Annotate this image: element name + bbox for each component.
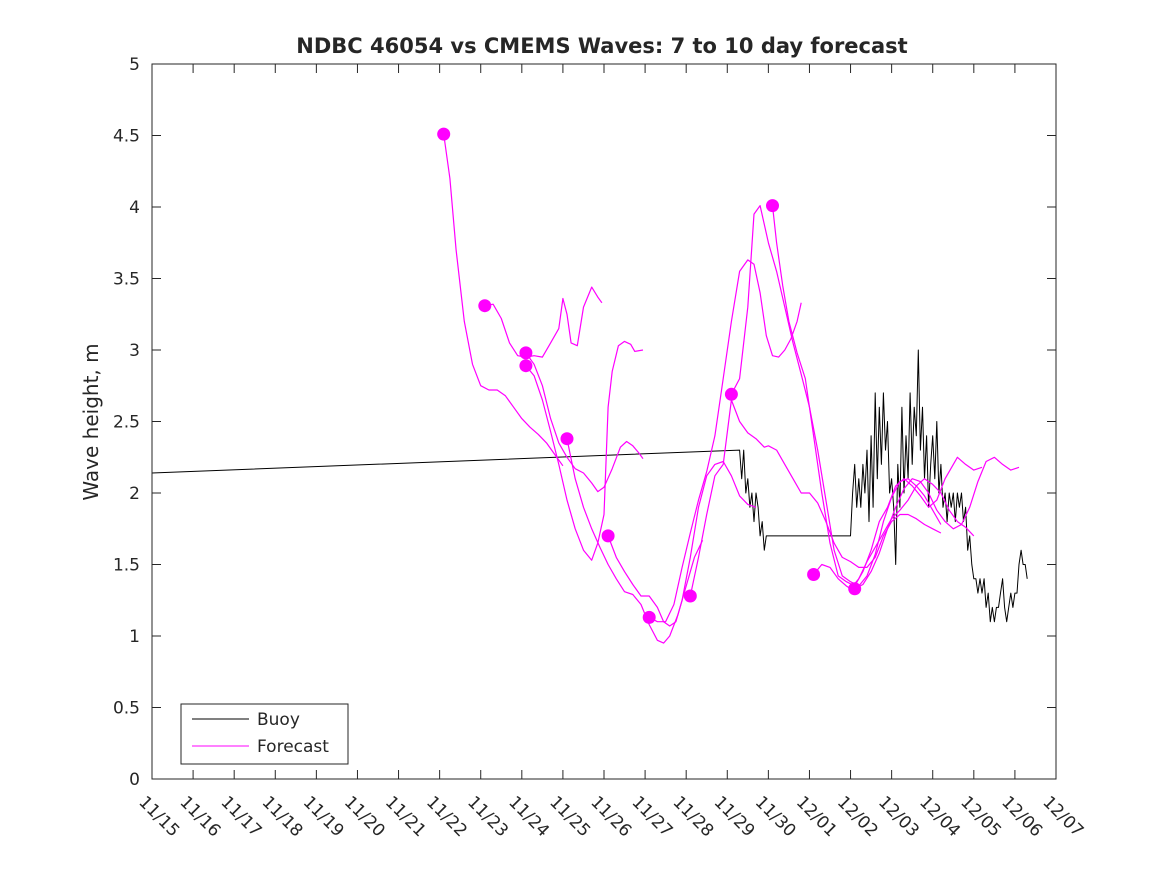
forecast-line-1 — [443, 134, 564, 467]
x-tick-label: 12/06 — [997, 792, 1046, 841]
y-tick-label: 2.5 — [113, 413, 140, 433]
y-tick-label: 1.5 — [113, 556, 140, 576]
x-tick-label: 11/23 — [463, 792, 512, 841]
forecast-line-12 — [854, 456, 1020, 590]
x-tick-label: 11/28 — [669, 792, 718, 841]
y-tick-label: 0.5 — [113, 699, 140, 719]
x-tick-label: 11/24 — [504, 792, 553, 841]
x-tick-label: 11/22 — [422, 792, 471, 841]
x-tick-label: 11/29 — [710, 792, 759, 841]
y-axis: 0 0.5 1 1.5 2 2.5 3 3.5 4 4.5 5 — [113, 55, 1056, 790]
forecast-start-marker-2 — [478, 299, 492, 313]
y-tick-label: 0 — [129, 770, 140, 790]
forecast-line-10 — [771, 205, 983, 587]
x-tick-label: 11/16 — [176, 792, 225, 841]
x-tick-label: 11/15 — [134, 792, 183, 841]
forecast-start-marker-8 — [683, 589, 697, 603]
buoy-line — [151, 349, 1028, 623]
plot-data — [151, 127, 1028, 644]
y-tick-label: 3.5 — [113, 270, 140, 290]
forecast-line-3 — [525, 352, 644, 493]
x-tick-label: 12/07 — [1038, 792, 1087, 841]
x-tick-label: 11/17 — [217, 792, 266, 841]
forecast-line-7 — [648, 259, 802, 623]
x-tick-label: 11/19 — [299, 792, 348, 841]
forecast-line-8 — [689, 399, 942, 597]
y-tick-label: 5 — [129, 55, 140, 75]
x-tick-label: 11/26 — [586, 792, 635, 841]
x-tick-label: 12/04 — [915, 792, 964, 841]
forecast-start-marker-10 — [766, 199, 779, 213]
forecast-start-marker-1 — [437, 127, 451, 141]
forecast-start-marker-6 — [601, 529, 615, 543]
forecast-start-marker-5 — [560, 432, 574, 446]
forecast-start-marker-3 — [519, 346, 533, 360]
forecast-start-marker-7 — [642, 610, 656, 624]
y-tick-label: 3 — [129, 341, 140, 361]
forecast-line-5 — [566, 438, 704, 644]
y-tick-label: 1 — [129, 627, 140, 647]
x-tick-label: 11/21 — [381, 792, 430, 841]
x-tick-label: 11/20 — [340, 792, 389, 841]
x-tick-label: 11/27 — [628, 792, 677, 841]
x-tick-label: 12/03 — [874, 792, 923, 841]
y-tick-label: 2 — [129, 484, 140, 504]
legend-buoy-label: Buoy — [257, 710, 300, 730]
forecast-line-2 — [484, 286, 603, 358]
x-tick-label: 12/05 — [956, 792, 1005, 841]
legend-forecast-label: Forecast — [257, 737, 329, 757]
x-tick-label: 11/30 — [751, 792, 800, 841]
y-tick-label: 4 — [129, 198, 140, 218]
forecast-start-marker-11 — [807, 568, 821, 581]
chart-title: NDBC 46054 vs CMEMS Waves: 7 to 10 day f… — [296, 34, 907, 58]
forecast-start-marker-9 — [724, 387, 738, 401]
x-tick-label: 12/02 — [833, 792, 882, 841]
forecast-start-marker-4 — [519, 359, 533, 373]
x-tick-label: 12/01 — [792, 792, 841, 841]
legend: Buoy Forecast — [180, 703, 349, 765]
forecast-line-4 — [525, 340, 644, 561]
x-tick-label: 11/25 — [545, 792, 594, 841]
forecast-line-6 — [607, 460, 757, 627]
x-tick-label: 11/18 — [258, 792, 307, 841]
legend-box — [180, 703, 349, 765]
y-tick-label: 4.5 — [113, 127, 140, 147]
plot-frame — [151, 63, 1057, 780]
forecast-start-marker-12 — [848, 582, 862, 596]
y-axis-label: Wave height, m — [79, 343, 103, 500]
